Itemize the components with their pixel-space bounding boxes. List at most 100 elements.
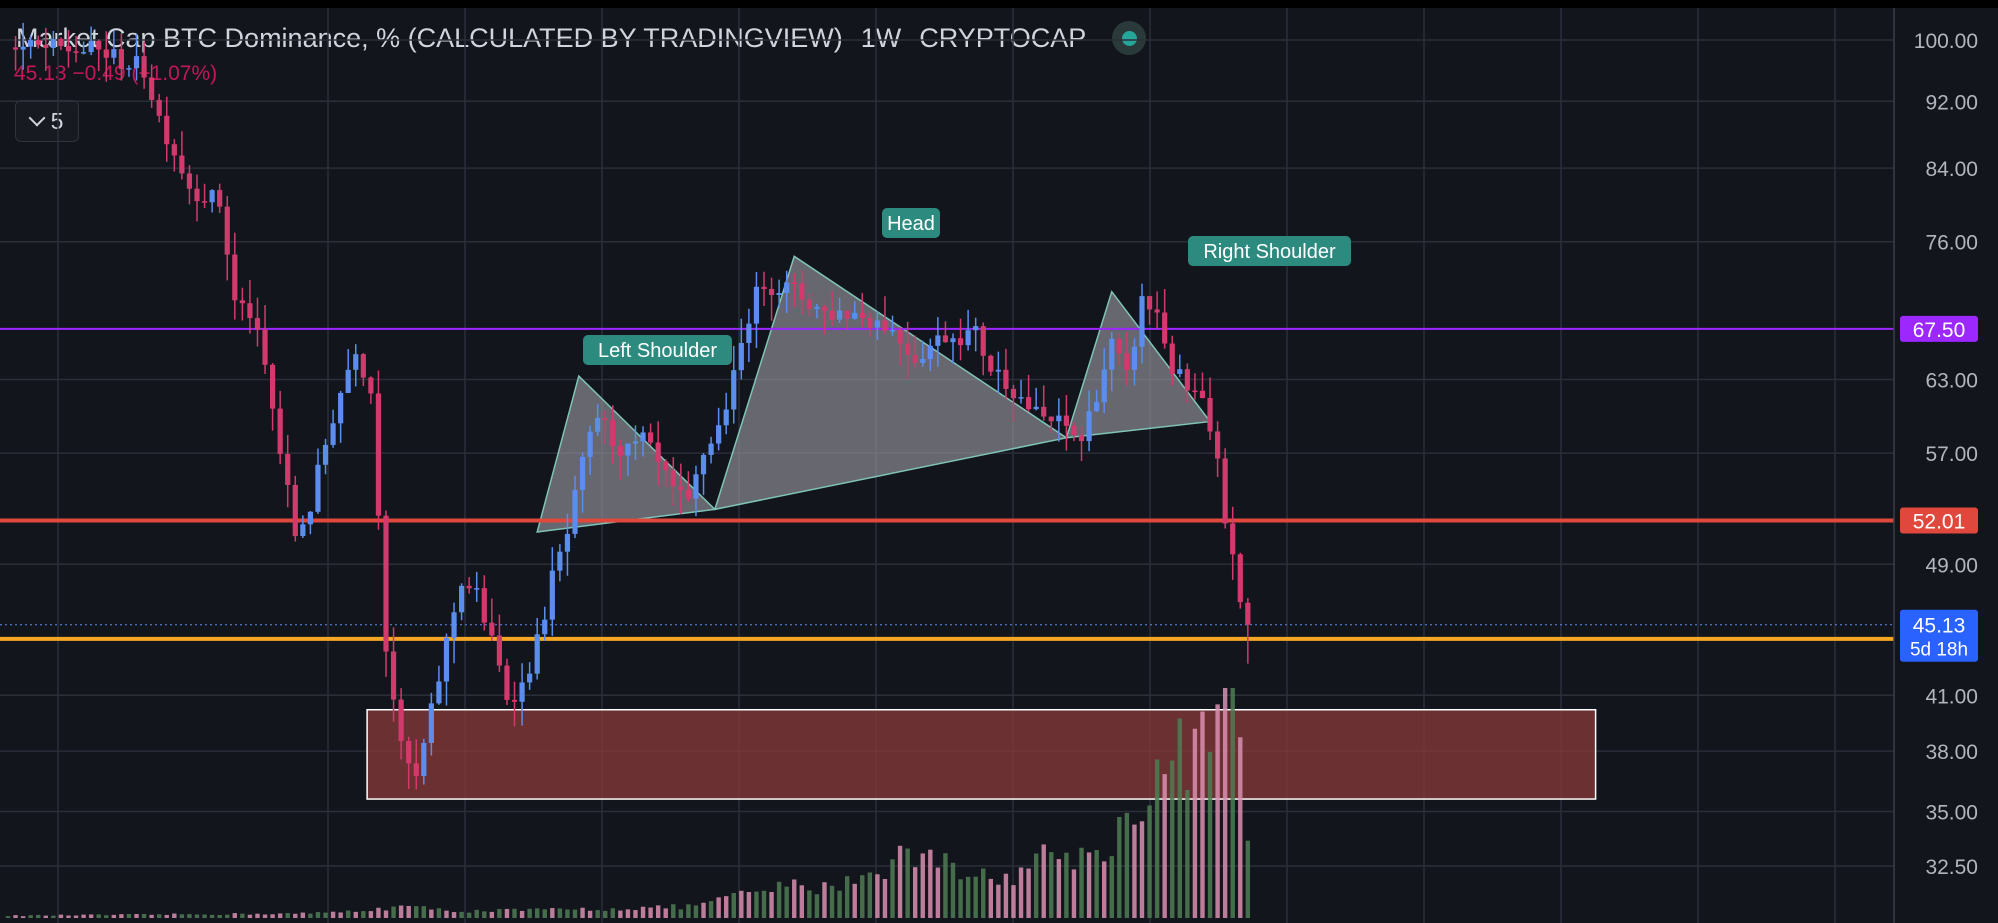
indicator-count: 5 [50,107,64,134]
candle-body [837,310,843,320]
volume-bar [285,913,290,918]
price-axis[interactable]: 100.0092.0084.0076.0063.0057.0052.0049.0… [1893,8,1998,923]
candle-body [262,329,268,365]
volume-bar [88,914,94,918]
candle-body [12,47,19,50]
y-tick-label: 49.00 [1925,554,1978,577]
exchange-label: CRYPTOCAP [919,22,1087,53]
candle-body [882,320,888,331]
candle-body [632,441,639,444]
horizontal-lines [0,327,1894,641]
volume-bar [724,896,729,918]
candle-body [1237,554,1243,603]
volume-bar [141,913,147,918]
volume-bar [897,845,903,918]
candle-body [1162,312,1168,344]
candle-body [224,206,230,255]
candle-body [700,454,707,475]
pattern-labels: Left Shoulder Head Right Shoulder [583,208,1351,365]
candle-body [118,49,124,70]
volume-bar [164,914,169,918]
volume-bar [1102,861,1107,918]
volume-bar [346,910,351,918]
volume-bar [799,885,804,918]
candle-body [655,442,661,462]
volume-bar [1109,856,1114,918]
volume-bar [255,913,260,918]
candle-body [201,201,208,203]
candle-body [950,338,956,343]
candle-body [874,320,880,328]
market-status-icon [1112,21,1147,55]
volume-bar [535,908,540,918]
volume-bar [618,910,623,918]
volume-bar [51,915,56,918]
volume-bar [1071,869,1077,918]
volume-bar [73,915,79,918]
volume-bar [1215,704,1220,918]
candle-body [322,444,329,465]
volume-bar [1154,759,1160,918]
support-zone [366,708,1597,800]
symbol-title[interactable]: Market Cap BTC Dominance, % (CALCULATED … [16,22,843,53]
candle-body [753,286,760,324]
candle-body [421,743,427,777]
volume-bar [247,914,253,918]
bar-countdown: 5d 18h [1910,640,1968,661]
candle-body [1071,425,1077,436]
candle-body [542,619,548,635]
volume-bar [844,876,850,918]
volume-bar [277,913,283,918]
y-tick-label: 92.00 [1925,91,1978,114]
volume-bar [262,914,268,918]
volume-bar [398,905,404,918]
volume-bar [1026,868,1031,918]
volume-bar [179,914,185,918]
candle-body [587,431,593,457]
volume-bar [459,911,464,918]
candle-body [920,359,926,363]
candle-body [1041,406,1047,417]
candle-body [784,282,790,294]
candle-body [217,190,223,207]
volume-bar [497,909,502,918]
candle-body [474,588,480,590]
indicator-toggle-button[interactable]: 5 [15,100,79,142]
candle-body [1222,458,1228,524]
candle-body [1094,402,1100,412]
volume-bar [988,878,993,918]
volume-bar [610,908,615,918]
hline-badge-label: 67.50 [1913,319,1966,342]
pattern-label-box [583,335,732,365]
volume-bar [1124,812,1130,918]
candle-body [428,703,434,744]
volume-bar [761,890,767,918]
volume-bar [633,910,638,918]
candle-body [693,474,699,499]
interval-label[interactable]: 1W [860,22,902,53]
candle-body [406,741,412,764]
candle-body [443,637,450,682]
volume-bar [958,879,963,918]
candle-body [149,77,155,100]
candle-body [731,370,737,410]
candle-body [973,326,979,331]
y-tick-label: 76.00 [1925,232,1978,255]
volume-bar [550,908,555,918]
volume-bar [149,914,154,918]
volume-bar [981,868,986,918]
candle-body [398,699,404,742]
volume-bar [1041,844,1046,918]
volume-bar [383,910,389,918]
volume-bar [111,914,117,918]
volume-bar [119,914,124,918]
volume-bar [920,853,925,918]
volume-bar [96,914,101,918]
candle-body [126,68,132,70]
volume-bar [837,890,842,918]
volume-bar [512,908,517,918]
y-tick-label: 84.00 [1925,158,1978,181]
candle-body [292,484,298,537]
volume-bar [1018,867,1024,918]
